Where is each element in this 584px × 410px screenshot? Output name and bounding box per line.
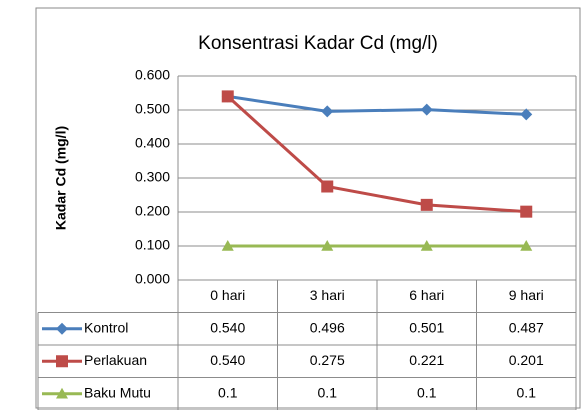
marker	[420, 103, 433, 116]
y-tick-label: 0.200	[135, 203, 170, 219]
marker	[420, 198, 433, 211]
y-tick-label: 0.300	[135, 169, 170, 185]
marker	[520, 240, 533, 251]
marker	[56, 355, 68, 368]
marker	[520, 108, 533, 121]
legend-label: Baku Mutu	[84, 384, 151, 400]
marker	[56, 322, 68, 335]
table-cell: 0.1	[417, 384, 437, 400]
marker	[520, 205, 533, 218]
marker	[321, 180, 334, 193]
legend-label: Kontrol	[84, 319, 128, 335]
marker	[420, 240, 433, 251]
table-cell: 0.221	[409, 352, 444, 368]
y-tick-label: 0.500	[135, 101, 170, 117]
x-tick-label: 6 hari	[409, 287, 444, 303]
legend-label: Perlakuan	[84, 352, 147, 368]
marker	[221, 240, 234, 251]
table-cell: 0.496	[310, 319, 345, 335]
x-tick-label: 0 hari	[210, 287, 245, 303]
table-cell: 0.487	[509, 319, 544, 335]
table-cell: 0.1	[318, 384, 338, 400]
table-cell: 0.275	[310, 352, 345, 368]
table-cell: 0.540	[210, 319, 245, 335]
marker	[321, 105, 334, 118]
chart-border	[35, 7, 581, 409]
table-cell: 0.1	[218, 384, 238, 400]
y-tick-label: 0.000	[135, 271, 170, 287]
series-line	[227, 94, 527, 116]
marker	[221, 90, 234, 103]
table-cell: 0.1	[517, 384, 537, 400]
y-tick-label: 0.400	[135, 135, 170, 151]
y-tick-label: 0.600	[135, 67, 170, 83]
x-tick-label: 3 hari	[310, 287, 345, 303]
table-cell: 0.540	[210, 352, 245, 368]
marker	[56, 387, 68, 399]
x-tick-label: 9 hari	[509, 287, 544, 303]
series-line	[226, 95, 527, 214]
marker	[321, 240, 334, 251]
chart-title: Konsentrasi Kadar Cd (mg/l)	[198, 33, 438, 54]
table-cell: 0.501	[409, 319, 444, 335]
y-axis-title: Kadar Cd (mg/l)	[53, 126, 69, 230]
table-cell: 0.201	[509, 352, 544, 368]
y-tick-label: 0.100	[135, 237, 170, 253]
